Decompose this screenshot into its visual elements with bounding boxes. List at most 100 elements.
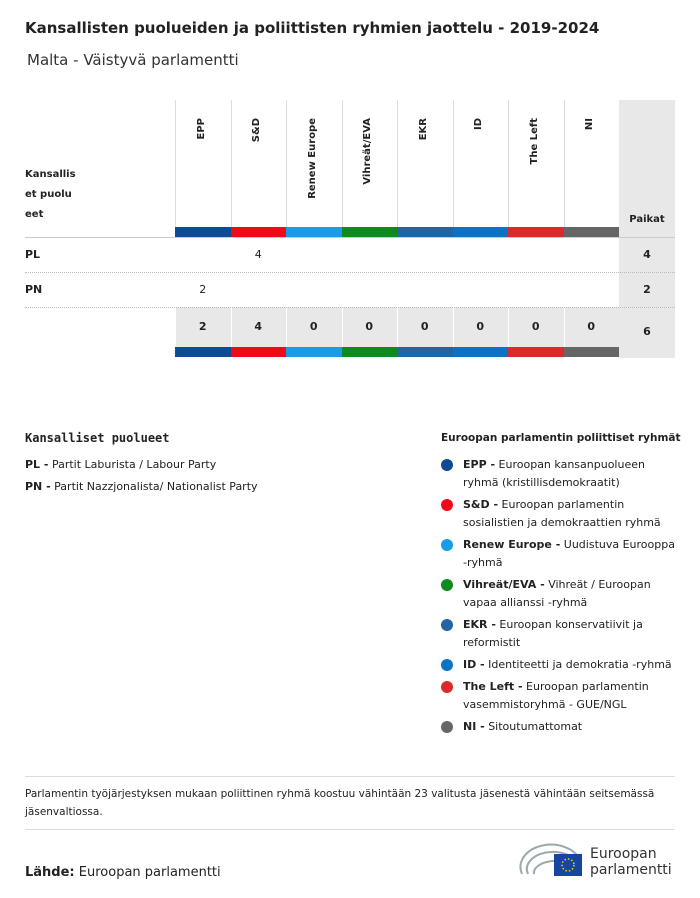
desc: Euroopan parlamentin vasemmistoryhmä - G…	[463, 680, 649, 711]
cell: 4	[254, 248, 262, 261]
col-line	[452, 100, 454, 227]
group-header: Renew Europe	[306, 118, 318, 199]
total: 4	[254, 320, 263, 333]
legend-dot	[441, 539, 453, 551]
source-label: Lähde:	[25, 865, 75, 880]
legend-item: EPP - Euroopan kansanpuolueen ryhmä (kri…	[441, 456, 681, 492]
legend-item: S&D - Euroopan parlamentin sosialistien …	[441, 496, 681, 532]
row-line	[25, 272, 675, 273]
color-bar	[230, 347, 286, 357]
legend-dot	[441, 721, 453, 733]
col-line	[452, 307, 454, 347]
legend-dot	[441, 681, 453, 693]
col-line	[341, 307, 343, 347]
total: 0	[365, 320, 374, 333]
row-line	[25, 307, 675, 308]
col-line	[230, 100, 232, 227]
legend-item: PL - Partit Laburista / Labour Party	[25, 456, 405, 474]
divider	[25, 829, 675, 830]
row-line	[25, 237, 675, 238]
col-line	[563, 307, 565, 347]
legend-text: S&D - Euroopan parlamentin sosialistien …	[463, 496, 678, 532]
color-bar	[452, 347, 508, 357]
logo-text: Euroopan parlamentti	[590, 846, 672, 878]
col-line	[230, 307, 232, 347]
legend-dot	[441, 619, 453, 631]
color-bar	[397, 347, 453, 357]
corner: Kansallis et puolueet	[25, 169, 76, 220]
source: Lähde: Euroopan parlamentti	[25, 865, 221, 880]
legend-text: The Left - Euroopan parlamentin vasemmis…	[463, 678, 678, 714]
seats-bg	[619, 100, 675, 358]
legend-dot	[441, 499, 453, 511]
abbr: EPP -	[463, 458, 496, 471]
group-header: EPP	[195, 118, 207, 140]
party: PN	[25, 283, 43, 296]
groups-legend: EPP - Euroopan kansanpuolueen ryhmä (kri…	[441, 456, 681, 740]
abbr: S&D -	[463, 498, 499, 511]
abbr: PN -	[25, 480, 51, 493]
abbr: NI -	[463, 720, 485, 733]
legend-dot	[441, 659, 453, 671]
cell: 2	[199, 283, 207, 296]
color-bar	[563, 227, 619, 237]
legend-item: NI - Sitoutumattomat	[441, 718, 681, 736]
total: 2	[198, 320, 207, 333]
col-line	[397, 100, 398, 227]
group-header: NI	[584, 118, 596, 131]
col-line	[341, 100, 343, 227]
desc: Identiteetti ja demokratia -ryhmä	[488, 658, 672, 671]
color-bar	[286, 347, 342, 357]
legend-item: ID - Identiteetti ja demokratia -ryhmä	[441, 656, 681, 674]
title: Kansallisten puolueiden ja poliittisten …	[25, 19, 600, 37]
legend-dot	[441, 459, 453, 471]
col-line	[397, 307, 398, 347]
color-bar	[175, 347, 231, 357]
total: 0	[531, 320, 540, 333]
legend-title: Euroopan parlamentin poliittiset ryhmät	[441, 432, 681, 444]
logo-mark	[519, 843, 582, 876]
name: Partit Nazzjonalista/ Nationalist Party	[54, 480, 258, 493]
col-line	[508, 100, 509, 227]
total: 0	[587, 320, 596, 333]
desc: Vihreät / Euroopan vapaa allianssi -ryhm…	[463, 578, 651, 609]
group-header: EKR	[417, 118, 429, 141]
legend-text: Renew Europe - Uudistuva Eurooppa -ryhmä	[463, 536, 678, 572]
name: Partit Laburista / Labour Party	[51, 458, 217, 471]
col-line	[175, 307, 176, 347]
color-bar	[230, 227, 286, 237]
abbr: EKR -	[463, 618, 496, 631]
total: 0	[476, 320, 485, 333]
note: Parlamentin työjärjestyksen mukaan polii…	[25, 788, 655, 818]
legend-text: Vihreät/EVA - Vihreät / Euroopan vapaa a…	[463, 576, 678, 612]
source-text: Euroopan parlamentti	[78, 865, 221, 880]
desc: Euroopan parlamentin sosialistien ja dem…	[463, 498, 661, 529]
total: 0	[420, 320, 429, 333]
group-header: Vihreät/EVA	[362, 118, 374, 185]
row-total: 4	[643, 248, 651, 261]
legend-text: ID - Identiteetti ja demokratia -ryhmä	[463, 656, 678, 674]
legend-item: Vihreät/EVA - Vihreät / Euroopan vapaa a…	[441, 576, 681, 612]
grand-total: 6	[643, 325, 651, 338]
color-bar	[508, 347, 564, 357]
group-header: The Left	[528, 118, 540, 165]
col-line	[286, 100, 287, 227]
group-header: S&D	[251, 118, 263, 143]
abbr: PL -	[25, 458, 49, 471]
col-line	[286, 307, 287, 347]
legend-text: NI - Sitoutumattomat	[463, 718, 678, 736]
row-total: 2	[643, 283, 651, 296]
legend-item: EKR - Euroopan konservatiivit ja reformi…	[441, 616, 681, 652]
color-bar	[341, 227, 397, 237]
legend-item: The Left - Euroopan parlamentin vasemmis…	[441, 678, 681, 714]
national-legend: PL - Partit Laburista / Labour Party PN -…	[25, 456, 405, 500]
seats-label: Paikat	[629, 214, 665, 225]
party: PL	[25, 248, 41, 261]
color-bar	[508, 227, 564, 237]
group-header: ID	[473, 118, 485, 131]
abbr: Vihreät/EVA -	[463, 578, 545, 591]
color-bar	[286, 227, 342, 237]
abbr: The Left -	[463, 680, 523, 693]
abbr: ID -	[463, 658, 485, 671]
